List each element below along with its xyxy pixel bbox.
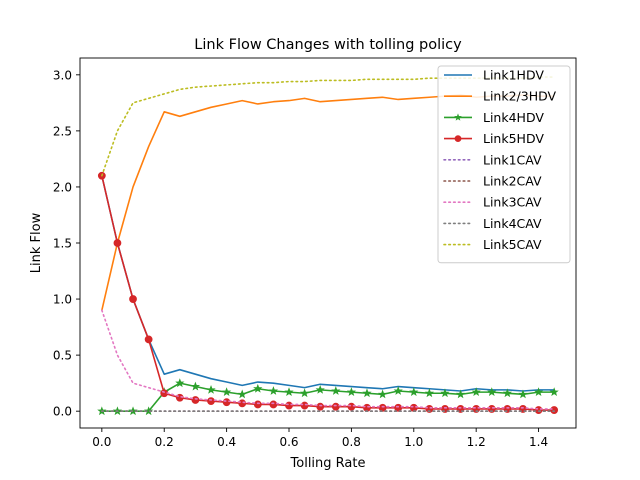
data-point	[471, 387, 481, 397]
plot-area	[97, 76, 559, 416]
x-tick-label: 1.4	[529, 435, 548, 449]
y-tick-label: 2.5	[53, 124, 72, 138]
legend-entry: Link1CAV	[443, 152, 542, 167]
data-point	[331, 402, 340, 411]
series-line	[101, 175, 555, 392]
legend: Link1HDV Link2/3HDV Link4HDV Link5HDV Link1C…	[437, 65, 571, 264]
data-point	[346, 387, 357, 397]
legend-marker	[454, 135, 462, 143]
data-point	[253, 400, 262, 409]
x-tick-label: 1.0	[404, 435, 423, 449]
data-point	[175, 378, 185, 388]
y-tick-label: 1.5	[53, 237, 72, 251]
data-point	[377, 389, 388, 399]
legend-box	[437, 65, 571, 264]
data-point	[237, 389, 247, 399]
legend-label: Link4CAV	[483, 216, 542, 231]
data-point	[534, 406, 543, 414]
data-point	[549, 387, 559, 397]
y-tick-label: 2.0	[53, 180, 72, 194]
data-point	[394, 403, 403, 412]
data-point	[253, 383, 263, 393]
legend-entry: Link1HDV	[444, 68, 544, 83]
data-point	[331, 386, 341, 395]
data-point	[144, 406, 154, 416]
data-point	[409, 387, 419, 397]
data-point	[455, 389, 466, 399]
data-point	[424, 388, 435, 398]
data-point	[113, 239, 122, 247]
data-point	[316, 402, 325, 411]
series-link3cav	[101, 309, 555, 410]
y-tick-label: 1.0	[53, 293, 72, 307]
data-point	[285, 401, 293, 410]
data-point	[221, 387, 232, 397]
x-axis: 0.0 0.2 0.4 0.6 0.8 1.0 1.2 1.4	[92, 428, 548, 449]
data-point	[268, 386, 279, 395]
y-axis: 0.0 0.5 1.0 1.5 2.0 2.5 3.0	[53, 68, 80, 419]
legend-entry: Link5CAV	[443, 237, 542, 252]
plot-frame	[79, 57, 577, 429]
data-point	[128, 406, 138, 416]
legend-label: Link3CAV	[483, 195, 542, 210]
legend-entry: Link4HDV	[444, 110, 544, 125]
legend-entry: Link2CAV	[443, 174, 542, 189]
data-point	[144, 335, 153, 344]
legend-entry: Link3CAV	[443, 195, 542, 210]
data-point	[550, 406, 559, 414]
legend-label: Link5CAV	[483, 237, 542, 252]
legend-label: Link4HDV	[483, 110, 544, 125]
data-point	[238, 399, 247, 408]
data-point	[300, 401, 309, 410]
legend-label: Link1CAV	[483, 152, 542, 167]
data-point	[129, 295, 137, 303]
legend-entry: Link4CAV	[443, 216, 542, 231]
data-point	[315, 385, 325, 394]
data-point	[269, 400, 278, 409]
data-point	[363, 403, 371, 412]
data-point	[207, 397, 215, 405]
y-tick-label: 0.0	[53, 405, 72, 419]
x-tick-label: 1.2	[467, 435, 486, 449]
data-point	[440, 388, 450, 398]
series-link1hdv	[101, 175, 555, 392]
y-tick-label: 3.0	[53, 68, 72, 82]
data-point	[347, 402, 356, 411]
legend-label: Link1HDV	[483, 68, 544, 83]
data-point	[299, 388, 310, 398]
data-point	[378, 403, 387, 412]
data-point	[393, 386, 403, 395]
data-point	[206, 385, 216, 394]
data-point	[487, 387, 497, 397]
legend-label: Link2/3HDV	[483, 89, 557, 104]
data-point	[190, 381, 201, 391]
x-tick-label: 0.8	[342, 435, 361, 449]
legend-label: Link5HDV	[483, 131, 544, 146]
data-point	[191, 396, 200, 404]
x-axis-label: Tolling Rate	[290, 456, 366, 471]
data-point	[502, 388, 512, 398]
series-line	[101, 309, 555, 410]
x-tick-label: 0.6	[279, 435, 298, 449]
data-point	[533, 387, 544, 397]
legend-entry: Link5HDV	[444, 131, 544, 146]
data-point	[222, 398, 231, 407]
legend-marker	[454, 113, 462, 121]
x-tick-label: 0.0	[92, 435, 111, 449]
chart-title: Link Flow Changes with tolling policy	[194, 37, 462, 53]
data-point	[409, 403, 418, 412]
legend-label: Link2CAV	[483, 174, 542, 189]
data-point	[362, 388, 372, 398]
x-tick-label: 0.4	[217, 435, 236, 449]
data-point	[284, 387, 294, 397]
y-axis-label: Link Flow	[29, 212, 44, 273]
data-point	[518, 389, 528, 399]
y-tick-label: 0.5	[53, 349, 72, 363]
legend-entry: Link2/3HDV	[444, 89, 557, 104]
x-tick-label: 0.2	[155, 435, 174, 449]
